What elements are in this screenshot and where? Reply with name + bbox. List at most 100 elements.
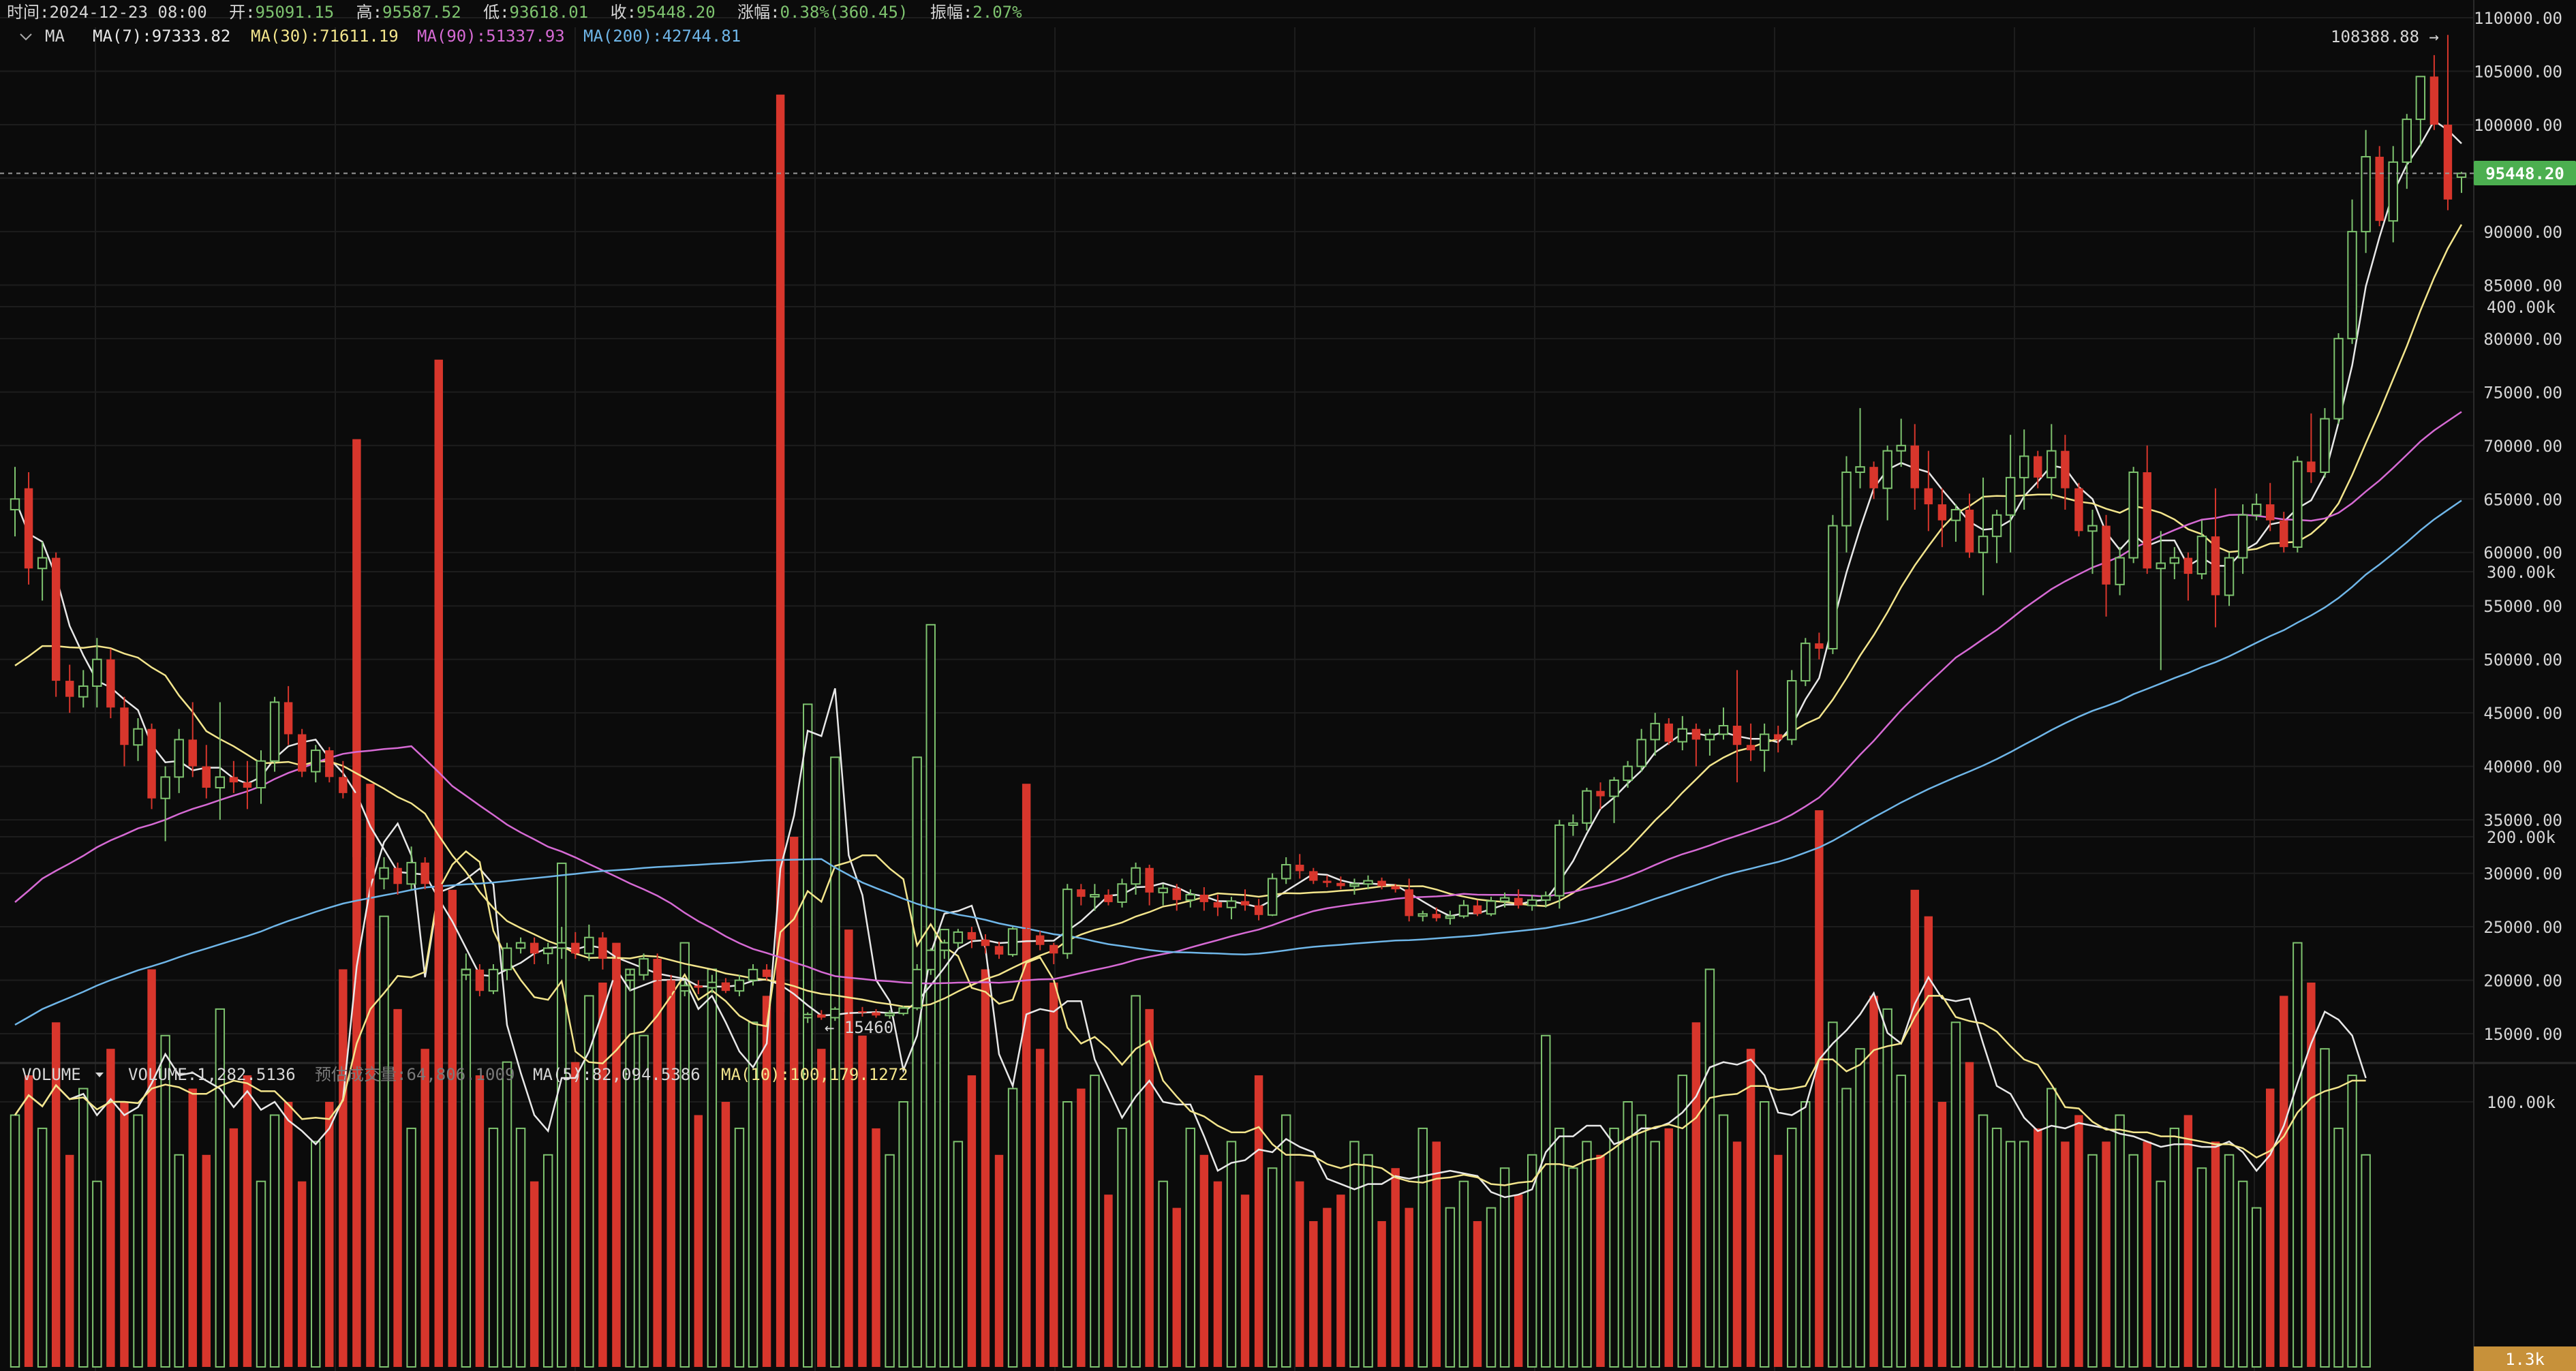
volume-bars (10, 94, 2371, 1368)
candle-body (147, 728, 156, 799)
volume-bar (1417, 1127, 1428, 1368)
candle-body (653, 959, 662, 981)
candle-body (1718, 724, 1729, 735)
candle-body (994, 946, 1004, 955)
price-axis-label: 90000.00 (2483, 223, 2562, 242)
volume-bar (434, 359, 443, 1367)
candle-body (953, 931, 964, 944)
candle-body (1937, 504, 1947, 521)
volume-bar (1978, 1114, 1989, 1368)
volume-bar (2046, 1088, 2057, 1368)
svg-text:时间:2024-12-23 08:00 开:: 时间:2024-12-23 08:00 开:95091.15 高:95587.5… (7, 3, 1022, 22)
candle-body (1664, 723, 1673, 742)
volume-toggle[interactable]: VOLUME (22, 1065, 81, 1084)
candle-body (1691, 728, 1701, 740)
volume-bar (1882, 1008, 1892, 1368)
candle-body (502, 947, 512, 970)
candle-body (256, 760, 266, 789)
volume-bar (379, 915, 389, 1368)
volume-bar (1473, 1221, 1482, 1367)
volume-bar (1486, 1207, 1497, 1368)
ohlc-header: 时间:2024-12-23 08:00 开:95091.15 高:95587.5… (7, 3, 1022, 22)
volume-bar (283, 1102, 293, 1367)
volume-bar (1800, 1101, 1811, 1368)
candle-body (1815, 643, 1824, 649)
candle-body (584, 936, 594, 955)
candle-body (1185, 893, 1196, 901)
volume-bar (92, 1180, 102, 1368)
volume-bar (2005, 1141, 2016, 1368)
candle-body (1978, 536, 1989, 553)
candles (10, 35, 2467, 1029)
volume-bar (269, 1114, 280, 1368)
volume-bar (912, 756, 922, 1368)
volume-bar (1445, 1207, 1456, 1368)
volume-bar (202, 1154, 211, 1367)
volume-bar (65, 1154, 74, 1367)
candle-body (639, 958, 649, 976)
volume-axis-label: 200.00k (2487, 828, 2556, 847)
caret-down-icon[interactable] (95, 1073, 104, 1077)
volume-bar (2251, 1207, 2262, 1368)
candle-body (2375, 157, 2384, 221)
price-axis-label: 40000.00 (2483, 758, 2562, 777)
volume-bar (1568, 1167, 1578, 1368)
candle-body (1582, 790, 1592, 824)
volume-bar (2061, 1141, 2070, 1367)
candle-body (1199, 894, 1209, 902)
volume-bar (1514, 1195, 1523, 1367)
volume-ma5-line (14, 688, 2367, 1199)
volume-bar (817, 1049, 826, 1367)
volume-bar (1732, 1141, 1742, 1367)
current-volume-badge (2474, 1346, 2576, 1371)
price-axis-label: 80000.00 (2483, 330, 2562, 349)
volume-bar (2074, 1115, 2083, 1367)
candle-body (2046, 450, 2057, 478)
ma-toggle[interactable]: MA (45, 27, 65, 46)
candle-body (898, 1007, 908, 1015)
close-value: 95448.20 (637, 3, 716, 22)
current-price-badge (2474, 161, 2576, 185)
volume-bar (1007, 1088, 1018, 1368)
candle-body (78, 685, 89, 698)
candle-body (339, 777, 348, 793)
volume-bar (1596, 1154, 1605, 1367)
candle-body (160, 776, 170, 799)
candle-body (1623, 765, 1633, 782)
volume-bar (1267, 1167, 1278, 1368)
amp-value: 2.07% (972, 3, 1022, 22)
volume-bar (515, 1127, 526, 1368)
candle-body (762, 969, 771, 977)
volume-bar (1582, 1141, 1592, 1368)
candle-body (515, 942, 526, 949)
volume-bar (1295, 1181, 1304, 1367)
candle-body (1896, 444, 1906, 452)
volume-bar (393, 1008, 402, 1367)
candle-body (734, 979, 745, 992)
price-axis-label: 105000.00 (2474, 62, 2562, 81)
volume-bar (2019, 1141, 2029, 1368)
volume-bar (898, 1101, 908, 1368)
volume-bar (2280, 996, 2288, 1367)
volume-bar (1391, 1168, 1400, 1367)
candle-body (2293, 461, 2303, 548)
volume-bar (1499, 1167, 1510, 1368)
volume-bar (885, 1154, 895, 1368)
volume-axis-label: 400.00k (2487, 298, 2556, 317)
chevron-down-icon[interactable] (20, 33, 32, 41)
candle-body (24, 488, 33, 569)
candle-body (872, 1012, 880, 1016)
volume-bar (1049, 982, 1058, 1367)
candle-body (352, 792, 361, 858)
volume-bar (1554, 1127, 1565, 1368)
candle-body (1377, 880, 1386, 887)
candle-body (188, 739, 197, 767)
volume-bar (2128, 1154, 2138, 1368)
high-marker: 108388.88 → (2331, 27, 2439, 46)
volume-bar (1458, 1180, 1469, 1368)
candle-body (229, 777, 239, 783)
volume-bar (1062, 1101, 1073, 1368)
candle-body (2074, 488, 2083, 532)
